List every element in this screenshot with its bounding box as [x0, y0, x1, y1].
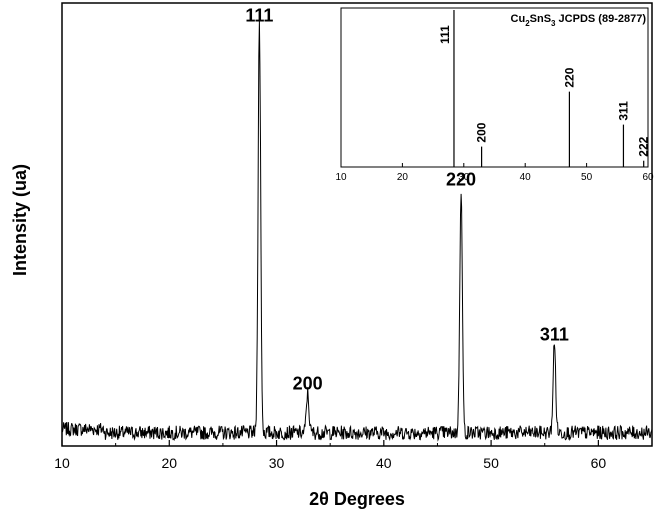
- inset-bar-label: 111: [438, 25, 452, 44]
- inset-frame: [340, 7, 649, 168]
- xrd-pattern-line: [61, 20, 653, 442]
- x-tick-label: 10: [54, 455, 70, 471]
- inset-reference-bars: 111 200 220 311 222: [438, 10, 651, 167]
- inset-title-part-a: Cu: [511, 13, 526, 25]
- inset-tick-label: 30: [458, 172, 470, 183]
- main-plot-frame: [61, 2, 653, 447]
- inset-tick-label: 20: [397, 172, 409, 183]
- main-x-ticks: 10 20 30 40 50 60: [54, 440, 606, 471]
- inset-bar-label: 220: [562, 67, 576, 87]
- inset-title: Cu2SnS3 JCPDS (89-2877): [511, 13, 647, 28]
- inset-tick-label: 60: [642, 172, 654, 183]
- inset-tick-label: 50: [581, 172, 593, 183]
- inset-tick-label: 40: [520, 172, 532, 183]
- x-tick-label: 50: [483, 455, 499, 471]
- x-tick-label: 40: [376, 455, 392, 471]
- inset-bar-label: 222: [637, 136, 651, 156]
- peak-label: 220: [446, 169, 476, 189]
- inset-title-part-c: SnS: [530, 13, 551, 25]
- inset-title-part-d: 3: [551, 19, 556, 28]
- inset-title-part-e: JCPDS (89-2877): [556, 13, 647, 25]
- x-axis-title: 2θ Degrees: [309, 489, 405, 509]
- inset-bar-label: 200: [475, 122, 489, 142]
- y-axis-title: Intensity (ua): [10, 164, 30, 276]
- peak-label: 200: [293, 373, 323, 393]
- x-tick-label: 30: [269, 455, 285, 471]
- inset-x-ticks: 10 20 30 40 50 60: [335, 163, 654, 183]
- inset-tick-label: 10: [335, 172, 347, 183]
- x-tick-label: 60: [591, 455, 607, 471]
- x-tick-label: 20: [161, 455, 177, 471]
- inset-bar-label: 311: [616, 101, 630, 121]
- peak-label: 311: [540, 325, 569, 345]
- peak-label: 111: [245, 6, 273, 26]
- inset-title-part-b: 2: [525, 19, 530, 28]
